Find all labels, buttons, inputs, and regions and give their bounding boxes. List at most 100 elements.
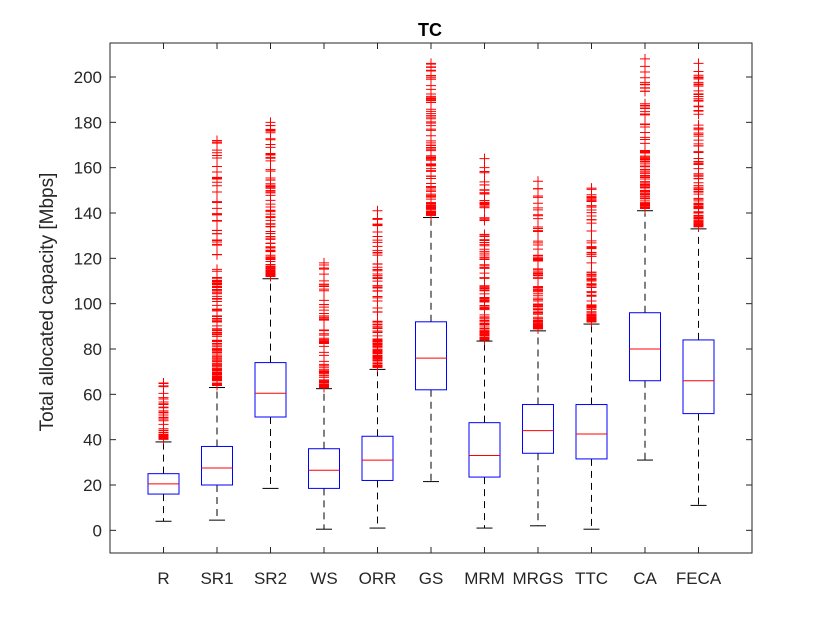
x-tick-label-ws: WS [310,569,337,588]
outlier-marker [533,226,543,237]
outliers-r [158,378,169,445]
outlier-marker [426,209,436,220]
box-group-feca [682,58,715,506]
outlier-marker [693,138,704,149]
x-tick-label-feca: FECA [676,569,722,588]
outliers-ttc [586,183,597,327]
outlier-marker [212,249,222,260]
box-orr [361,435,394,481]
outlier-marker [693,153,704,164]
outliers-sr1 [212,135,222,391]
box-group-mrgs [522,176,554,527]
box-group-ca [629,53,661,461]
outlier-marker [693,210,704,221]
outlier-marker [479,323,490,334]
x-tick-label-ca: CA [633,569,657,588]
box-ttc [575,404,608,460]
outlier-marker [372,285,383,296]
outlier-marker [265,243,276,254]
outlier-marker [479,273,490,284]
outlier-marker [372,237,383,248]
y-tick-label: 0 [93,521,102,540]
x-tick-label-ttc: TTC [575,569,608,588]
outliers-ws [319,257,329,393]
outlier-marker [212,276,222,287]
x-tick-label-mrgs: MRGS [513,569,564,588]
outlier-marker [640,98,650,109]
outlier-marker [479,235,490,246]
outlier-marker [265,228,276,239]
outlier-marker [212,209,222,220]
outlier-marker [265,125,276,136]
outlier-marker [426,125,436,136]
y-axis-label: Total allocated capacity [Mbps] [37,173,58,432]
outlier-marker [265,261,276,272]
outlier-marker [426,151,436,162]
x-tick-label-gs: GS [419,569,444,588]
outliers-orr [372,205,383,373]
outlier-marker [533,183,543,194]
outlier-marker [426,137,436,148]
x-tick-label-orr: ORR [359,569,397,588]
box-group-mrm [468,153,501,529]
outliers-mrm [479,153,490,345]
outlier-marker [479,162,490,173]
outlier-marker [586,235,597,246]
outlier-marker [479,195,490,206]
outlier-marker [640,202,650,213]
outlier-marker [533,263,543,274]
outlier-marker [319,313,329,324]
outlier-marker [212,380,222,391]
outlier-marker [212,147,222,158]
outlier-marker [372,248,383,259]
outlier-marker [533,301,543,312]
outlier-marker [372,352,383,363]
outlier-marker [212,352,222,363]
axes: 0 20 40 60 80 100 120 140 160 180 200 R SR1 SR2 WS ORR G… [74,42,753,588]
outlier-marker [479,332,490,343]
y-tick-label: 180 [74,113,102,132]
outlier-marker [693,88,704,99]
outlier-marker [586,257,597,268]
outlier-marker [372,213,383,224]
outlier-marker [158,380,169,391]
outlier-marker [640,132,650,143]
box-group-sr2 [254,117,287,489]
outliers-sr2 [265,117,276,282]
outlier-marker [586,189,597,200]
outlier-marker [693,221,704,232]
outlier-marker [319,382,329,393]
box-group-r [147,378,180,522]
outlier-marker [640,161,650,172]
outlier-marker [319,264,329,275]
outlier-marker [586,214,597,225]
outlier-marker [265,142,276,153]
box-ca [629,312,661,382]
outlier-marker [372,340,383,351]
outlier-marker [640,146,650,157]
outlier-marker [586,226,597,237]
outlier-marker [533,250,543,261]
outlier-marker [212,266,222,277]
box-mrgs [522,404,554,454]
outliers-feca [693,58,704,232]
outlier-marker [372,227,383,238]
outlier-marker [693,66,704,77]
y-tick-label: 100 [74,295,102,314]
outlier-marker [372,361,383,372]
outlier-marker [586,247,597,258]
outlier-marker [212,161,222,172]
outlier-marker [426,65,436,76]
y-tick-label: 80 [83,340,102,359]
outlier-marker [212,197,222,208]
outlier-marker [533,323,543,334]
outlier-marker [426,88,436,99]
outlier-marker [212,135,222,146]
y-tick-label: 200 [74,68,102,87]
outlier-marker [426,116,436,127]
outlier-marker [265,201,276,212]
box-ws [308,448,340,489]
outlier-marker [212,174,222,185]
outlier-marker [693,184,704,195]
